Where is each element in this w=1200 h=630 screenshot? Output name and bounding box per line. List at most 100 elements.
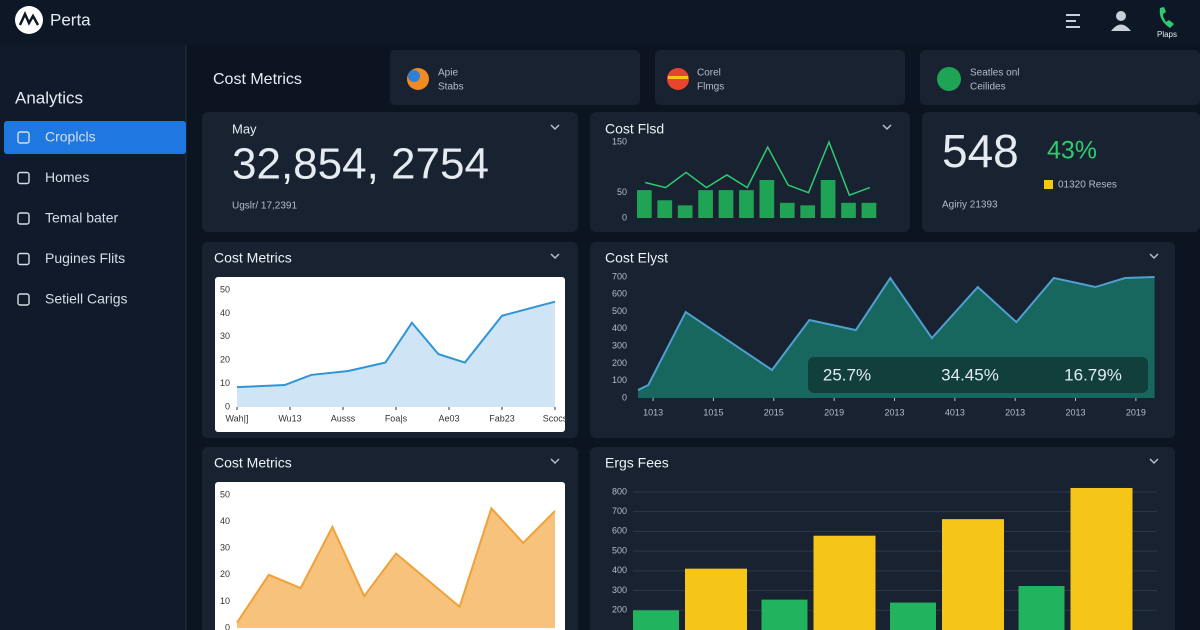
- y-tick-label: 400: [612, 565, 627, 575]
- active-item: [4, 121, 186, 154]
- x-tick-label: 2013: [1066, 407, 1086, 417]
- tab-icon: [408, 70, 420, 82]
- bar: [677, 205, 693, 218]
- nav-item[interactable]: Setiell Carigs: [45, 291, 127, 307]
- tab-subtitle: Flmgs: [697, 82, 724, 93]
- bar: [637, 190, 652, 218]
- chart-title: Cost Flsd: [605, 121, 664, 137]
- user-icon[interactable]: [1111, 11, 1131, 31]
- x-tick-label: Ae03: [438, 413, 459, 423]
- header-bar: [0, 0, 1200, 45]
- x-tick-label: Wah|]: [225, 413, 248, 423]
- y-tick-label: 200: [612, 605, 627, 615]
- y-tick-label: 0: [225, 401, 230, 411]
- tab[interactable]: [655, 50, 905, 105]
- sidebar-title: Analytics: [15, 88, 83, 107]
- chevrons[interactable]: [550, 124, 1159, 465]
- bar: [841, 202, 856, 218]
- y-tick-label: 500: [612, 545, 627, 555]
- area-line: [236, 506, 556, 624]
- y-tick-label: 600: [612, 289, 627, 299]
- kpi-label: May: [232, 121, 257, 136]
- bar: [761, 599, 808, 630]
- nav-icon: [17, 212, 30, 225]
- y-tick-label: 400: [612, 323, 627, 333]
- bar: [942, 519, 1004, 630]
- stat-value: 25.7%: [823, 365, 871, 384]
- y-tick-label: 10: [220, 596, 230, 606]
- nav-item[interactable]: Temal bater: [45, 210, 118, 226]
- nav-icon: [17, 171, 30, 185]
- kpi-card: [922, 112, 1200, 232]
- area-line: [637, 276, 1155, 391]
- search-icon[interactable]: [1066, 14, 1080, 28]
- y-tick-label: 300: [612, 341, 627, 351]
- y-tick-label: 0: [622, 212, 627, 222]
- tabs-title: Cost Metrics: [213, 71, 302, 88]
- area-fill: [237, 301, 555, 407]
- y-tick-label: 600: [612, 526, 627, 536]
- y-tick-label: 0: [225, 622, 230, 630]
- y-tick-label: 50: [220, 489, 230, 499]
- area-fill: [237, 508, 555, 628]
- bar: [759, 180, 775, 218]
- stat-value: 34.45%: [941, 365, 999, 384]
- logo-glyph: [18, 10, 40, 26]
- y-tick-label: 50: [617, 187, 627, 197]
- kpi-value: 548: [942, 125, 1019, 177]
- chart-title: Cost Elyst: [605, 250, 668, 266]
- kpi-note: Ugslr/ 17,2391: [232, 201, 297, 212]
- kpi-value: 32,854, 2754: [232, 140, 489, 189]
- chart-title: Cost Metrics: [214, 455, 292, 471]
- tab-title: Apie: [438, 68, 458, 79]
- legend-label: 01320 Reses: [1058, 180, 1117, 191]
- x-tick-label: 2013: [1005, 407, 1025, 417]
- stat-value: 16.79%: [1064, 365, 1122, 384]
- y-tick-label: 30: [220, 331, 230, 341]
- phone-icon[interactable]: [1159, 7, 1174, 28]
- x-tick-label: 1015: [703, 407, 723, 417]
- x-tick-label: 1013: [643, 407, 663, 417]
- y-tick-label: 500: [612, 306, 627, 316]
- bar: [813, 535, 876, 630]
- y-tick-label: 700: [612, 271, 627, 281]
- nav-item[interactable]: Pugines Flits: [45, 250, 125, 266]
- nav-icon: [17, 293, 30, 306]
- kpi-card: [202, 112, 578, 232]
- y-tick-label: 40: [220, 516, 230, 526]
- x-tick-label: 4013: [945, 407, 965, 417]
- x-tick-label: 2019: [824, 407, 844, 417]
- y-tick-label: 0: [622, 392, 627, 402]
- y-tick-label: 50: [220, 284, 230, 294]
- tab-title: Corel: [697, 68, 721, 79]
- tab-subtitle: Stabs: [438, 82, 464, 93]
- nav-item[interactable]: Croplcls: [45, 129, 96, 145]
- x-tick-label: Foa|s: [385, 413, 408, 423]
- y-tick-label: 100: [612, 375, 627, 385]
- chart-title: Cost Metrics: [214, 250, 292, 266]
- bar: [1018, 586, 1065, 630]
- y-tick-label: 700: [612, 506, 627, 516]
- bar: [718, 190, 734, 218]
- nav-icon: [17, 252, 30, 266]
- bar: [633, 610, 679, 630]
- nav-item[interactable]: Homes: [45, 169, 89, 185]
- tab[interactable]: [390, 50, 640, 105]
- kpi-note: Agiriy 21393: [942, 200, 998, 211]
- tab-icon: [937, 67, 961, 91]
- tab-icon: [668, 76, 688, 79]
- bar: [861, 202, 877, 218]
- x-tick-label: 2015: [764, 407, 784, 417]
- x-tick-label: Fab23: [489, 413, 515, 423]
- tab-title: Seatles onl: [970, 68, 1019, 79]
- y-tick-label: 30: [220, 543, 230, 553]
- area-line: [236, 300, 556, 389]
- bar: [800, 205, 816, 218]
- bar: [779, 202, 795, 218]
- tab[interactable]: [920, 50, 1200, 105]
- tab-subtitle: Ceilides: [970, 82, 1006, 93]
- bar: [820, 180, 836, 218]
- brand: Perta: [50, 10, 91, 29]
- y-tick-label: 20: [220, 355, 230, 365]
